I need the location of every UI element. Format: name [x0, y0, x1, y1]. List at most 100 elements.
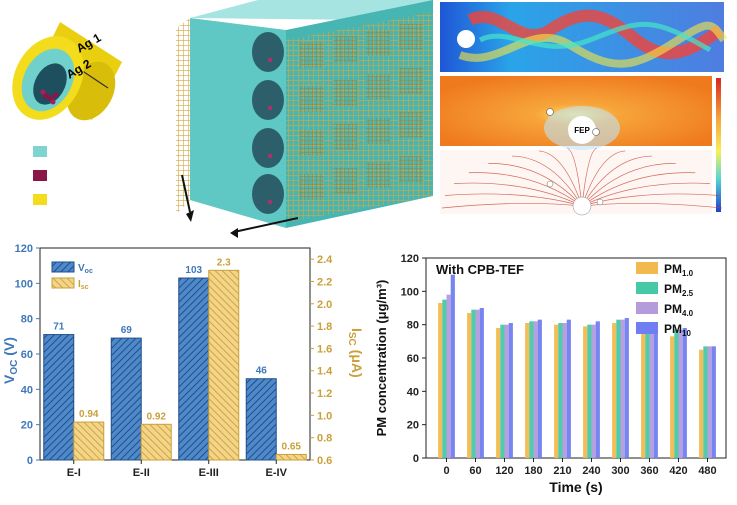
pm-bar	[645, 329, 650, 458]
pm-bar	[649, 329, 654, 458]
x-tick-label: 360	[640, 465, 658, 477]
x-tick-label: 180	[524, 465, 542, 477]
pm-bar	[504, 324, 509, 458]
pm-bar	[595, 321, 600, 458]
mesh-block	[399, 156, 423, 182]
voc-bar	[110, 337, 142, 461]
isc-bar	[73, 421, 105, 461]
x-tick-label: E-II	[133, 467, 150, 479]
right-tick-label: 2.2	[317, 276, 332, 288]
legend-swatch-isc	[51, 277, 75, 289]
x-tick-label: 210	[553, 465, 571, 477]
field-line	[581, 182, 710, 207]
left-tick-label: 80	[21, 314, 33, 326]
hole-particle	[267, 199, 273, 205]
hole-particle	[267, 153, 273, 159]
voc-bar	[178, 277, 210, 461]
pm-bar	[624, 318, 629, 458]
y-tick-label: 0	[413, 453, 419, 465]
pm-bar	[533, 321, 538, 458]
isc-bar	[208, 269, 240, 461]
pm-bar	[678, 329, 683, 458]
pm-bar	[562, 323, 567, 458]
mesh-block	[366, 30, 390, 56]
cylinder-obstacle	[457, 30, 475, 48]
mesh-block	[333, 80, 357, 106]
legend-label: PM4.0	[664, 302, 694, 318]
pm-bar	[529, 321, 534, 458]
fep-particle	[568, 116, 596, 144]
pm-bar	[699, 349, 704, 458]
right-tick-label: 1.0	[317, 410, 332, 422]
mesh-block	[399, 24, 423, 50]
legend-swatch	[636, 322, 658, 334]
legend-swatch	[636, 282, 658, 294]
mesh-dense-blocks	[300, 24, 423, 200]
left-tick-label: 0	[27, 455, 33, 467]
field-line	[468, 172, 583, 207]
x-tick-label: 240	[582, 465, 600, 477]
cube-hole	[252, 128, 284, 168]
voc-data-label: 71	[53, 322, 65, 333]
legend-swatch	[636, 262, 658, 274]
voc-data-label: 103	[185, 265, 202, 276]
left-tick-label: 40	[21, 384, 33, 396]
cube-holes	[252, 32, 284, 214]
material-legend	[33, 146, 47, 205]
isc-bar	[140, 423, 172, 461]
pm-bar	[620, 319, 625, 458]
legend-swatch-voc	[51, 261, 75, 273]
left-tick-label: 60	[21, 349, 33, 361]
isc-data-label: 0.92	[147, 411, 167, 422]
pm-bar	[583, 326, 588, 458]
field-line	[581, 163, 676, 207]
chart-title: With CPB-TEF	[436, 262, 524, 277]
field-line	[581, 193, 719, 207]
pm-bar	[587, 324, 592, 458]
pm-bar	[438, 303, 443, 458]
pm-bar	[674, 329, 679, 458]
mesh-block	[399, 68, 423, 94]
arrow-down	[186, 210, 194, 222]
legend-label: PM1.0	[664, 262, 694, 278]
pm-bar	[554, 324, 559, 458]
mesh-block	[399, 112, 423, 138]
right-tick-label: 1.4	[317, 366, 333, 378]
field-line	[511, 155, 583, 207]
pm-bar	[475, 309, 480, 458]
isc-data-label: 0.94	[79, 409, 99, 420]
pm-bar	[558, 323, 563, 458]
pm-bar	[682, 328, 687, 458]
hole-particle	[267, 105, 273, 111]
isc-bar	[275, 453, 307, 461]
voc-isc-svg: 0 20 40 60 80 100 120 0.6 0.8 1.0 1.2 1.4 1.6 1.8 2.0 2…	[1, 243, 365, 479]
pm-bar	[711, 346, 716, 458]
pm-bar	[653, 328, 658, 458]
colorbar	[716, 78, 721, 212]
legend-swatch	[636, 302, 658, 314]
mesh-block	[366, 118, 390, 144]
right-tick-label: 0.6	[317, 455, 332, 467]
y-axis-label: PM concentration (μg/m³)	[374, 280, 389, 437]
pm-bar	[616, 319, 621, 458]
field-particle-small	[596, 198, 604, 206]
pm-bar	[479, 308, 484, 458]
pm-bar	[670, 336, 675, 458]
pm-bar	[442, 299, 447, 458]
mesh-block	[333, 124, 357, 150]
pm-chart: 0 20 40 60 80 100 120 0 60 120 180 210 240 300 360 420 4…	[368, 240, 737, 500]
field-line	[454, 182, 583, 207]
right-tick-label: 1.6	[317, 343, 332, 355]
pm-bar	[641, 331, 646, 458]
left-tick-label: 100	[15, 278, 33, 290]
field-line	[581, 203, 723, 209]
pm-bar	[707, 346, 712, 458]
x-tick-label: 480	[698, 465, 716, 477]
voc-bar	[245, 378, 277, 461]
side-mesh-left	[176, 18, 190, 214]
cube-hole	[252, 174, 284, 214]
field-line	[581, 155, 653, 207]
voc-data-label: 46	[256, 366, 268, 377]
pm-bar	[500, 324, 505, 458]
pm-bar	[525, 323, 530, 458]
